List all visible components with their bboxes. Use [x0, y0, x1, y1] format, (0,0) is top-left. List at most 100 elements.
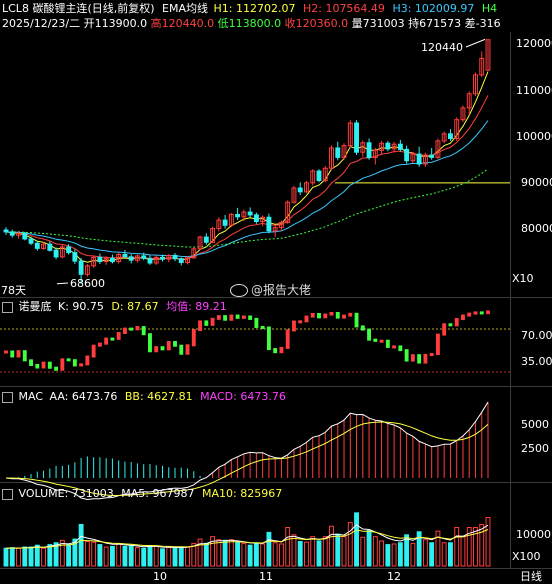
kd-bar: [417, 354, 422, 364]
kd-bar: [216, 315, 221, 320]
volume-bar: [404, 534, 410, 567]
kd-name[interactable]: 诺曼底: [18, 300, 52, 313]
candle-body: [84, 265, 90, 275]
high-price-label: 120440: [421, 41, 463, 54]
kd-avg: 均值: 89.21: [166, 300, 227, 313]
kd-bar: [66, 358, 71, 362]
zoom-badge[interactable]: X10: [512, 272, 534, 285]
volume-bar: [172, 547, 178, 567]
volume-bar: [322, 536, 328, 567]
volume-header: VOLUME: 731003 MA5: 967987 MA10: 825967: [2, 487, 282, 500]
kd-bar: [173, 341, 177, 347]
volume-bar: [473, 527, 478, 567]
volume-bar: [178, 547, 184, 567]
separator-main: [0, 297, 552, 298]
candle-body: [178, 258, 184, 264]
candle-body: [172, 254, 178, 260]
candle-body: [235, 213, 241, 218]
volume-value[interactable]: VOLUME: 731003: [18, 487, 114, 500]
volume-bar: [460, 536, 466, 567]
candle-body: [147, 257, 153, 264]
candle-body: [22, 232, 28, 240]
ema-label[interactable]: EMA均线: [162, 2, 208, 15]
bar-volume: 量731003: [351, 17, 405, 30]
volume-bar: [22, 546, 28, 567]
volume-bar: [354, 512, 359, 567]
volume-bar: [385, 544, 391, 567]
kd-bar: [335, 311, 340, 319]
chart-mode: (日线,前复权): [87, 2, 155, 15]
kd-collapse-icon[interactable]: [2, 301, 13, 313]
volume-bar: [135, 547, 140, 567]
kd-k: K: 90.75: [58, 300, 104, 313]
volume-bar: [253, 542, 259, 567]
candle-body: [297, 187, 303, 193]
volume-bar: [341, 536, 347, 567]
macd-collapse-icon[interactable]: [2, 391, 13, 403]
candle-body: [191, 248, 197, 259]
kd-bar: [348, 312, 353, 317]
kd-bar: [260, 325, 265, 329]
volume-bar: [103, 546, 109, 567]
volume-bar: [391, 543, 397, 567]
candle-body: [128, 256, 134, 261]
candle-body: [28, 238, 34, 244]
kd-bar: [223, 315, 228, 321]
candle-body: [410, 153, 416, 162]
kd-bar: [279, 346, 284, 354]
candle-body: [9, 231, 15, 236]
candle-body: [435, 140, 441, 158]
candle-body: [416, 153, 422, 165]
volume-bar: [203, 542, 209, 567]
candle-body: [247, 211, 253, 216]
x-label-12: 12: [387, 570, 401, 583]
bar-oi: 持671573: [408, 17, 462, 30]
volume-bar: [278, 543, 284, 567]
volume-bar: [122, 545, 128, 567]
candle-body: [391, 143, 397, 150]
volume-bar: [84, 541, 90, 567]
kd-bar: [166, 341, 171, 351]
volume-bar: [160, 548, 165, 567]
candle-body: [41, 243, 46, 249]
volume-bar: [347, 522, 353, 567]
volume-bar: [316, 540, 322, 567]
volume-bar: [78, 523, 84, 567]
candle-body: [241, 211, 247, 218]
volume-bar: [41, 547, 46, 567]
candle-body: [197, 236, 203, 250]
kd-bar: [310, 312, 315, 318]
low-pointer: [56, 282, 69, 285]
volume-bar: [147, 545, 153, 567]
volume-bar: [235, 541, 241, 567]
candle-body: [448, 133, 453, 140]
symbol-name: 碳酸锂主连: [32, 2, 88, 15]
ema-h1: H1: 112702.07: [213, 2, 296, 15]
period-selector[interactable]: 日线: [520, 570, 542, 583]
candle-body: [485, 39, 491, 71]
kd-bar: [179, 344, 184, 355]
kd-bar: [429, 353, 434, 357]
kd-bar: [141, 326, 146, 336]
volume-bar: [304, 541, 309, 567]
volume-bar: [153, 545, 159, 567]
volume-collapse-icon[interactable]: [2, 488, 13, 500]
kd-bar: [273, 348, 278, 354]
candle-body: [109, 257, 115, 263]
candle-body: [441, 133, 447, 142]
volume-bar: [335, 533, 341, 567]
kd-bar: [486, 310, 490, 315]
bar-high: 高120440.0: [150, 17, 215, 30]
kd-bar: [354, 312, 359, 328]
kd-bar: [442, 323, 447, 336]
volume-bar: [247, 544, 253, 567]
kd-bar: [398, 345, 403, 352]
volume-bar: [410, 542, 416, 567]
kd-bar: [204, 320, 209, 326]
volume-bar: [435, 530, 441, 567]
kd-bar: [329, 311, 334, 316]
watermark: @报告大佬: [230, 284, 311, 297]
volume-bar: [141, 547, 147, 567]
macd-name[interactable]: MAC: [18, 390, 44, 403]
